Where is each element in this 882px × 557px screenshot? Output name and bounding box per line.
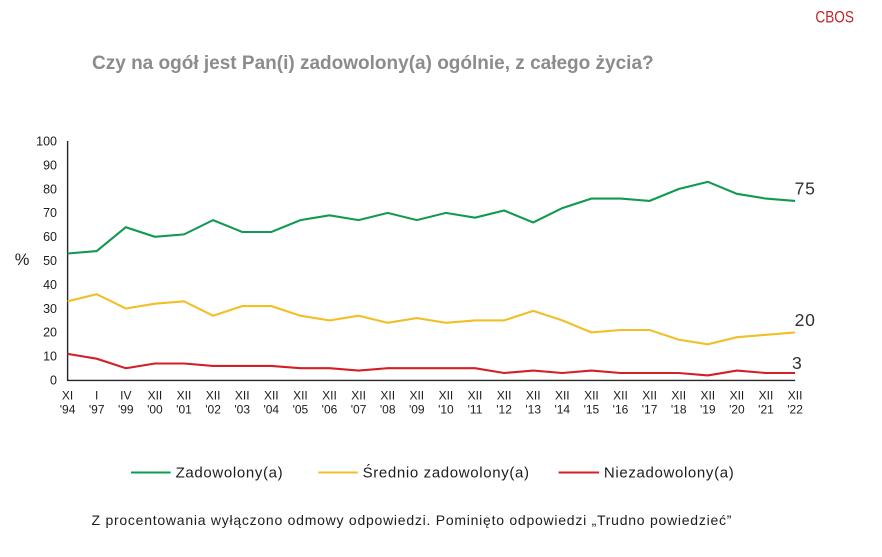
svg-text:XII: XII [700,389,715,403]
svg-text:XII: XII [148,389,163,403]
svg-text:100: 100 [36,135,57,149]
svg-text:'02: '02 [205,403,221,417]
svg-text:'17: '17 [642,403,658,417]
svg-text:XII: XII [235,389,250,403]
svg-text:'01: '01 [176,403,192,417]
svg-text:'22: '22 [787,403,803,417]
svg-text:3: 3 [792,353,802,373]
svg-text:XII: XII [671,389,686,403]
svg-text:60: 60 [43,230,57,244]
svg-text:'05: '05 [293,403,309,417]
svg-text:'08: '08 [380,403,396,417]
svg-text:'18: '18 [671,403,687,417]
svg-text:XII: XII [322,389,337,403]
svg-text:XII: XII [264,389,279,403]
svg-text:'99: '99 [118,403,134,417]
svg-text:80: 80 [43,182,57,196]
svg-text:'20: '20 [729,403,745,417]
svg-text:0: 0 [50,374,57,388]
svg-text:Średnio zadowolony(a): Średnio zadowolony(a) [363,463,530,481]
svg-text:XII: XII [788,389,803,403]
svg-text:%: % [15,251,30,269]
svg-text:I: I [95,389,98,403]
svg-text:XII: XII [293,389,308,403]
svg-text:'00: '00 [147,403,163,417]
svg-text:XII: XII [584,389,599,403]
svg-text:Niezadowolony(a): Niezadowolony(a) [604,464,734,481]
svg-text:XII: XII [555,389,570,403]
svg-text:XII: XII [497,389,512,403]
svg-text:XII: XII [759,389,774,403]
svg-text:'07: '07 [351,403,367,417]
svg-text:XII: XII [206,389,221,403]
svg-text:'06: '06 [322,403,338,417]
svg-text:'03: '03 [234,403,250,417]
svg-text:70: 70 [43,206,57,220]
svg-text:40: 40 [43,278,57,292]
svg-text:XII: XII [439,389,454,403]
svg-text:20: 20 [795,310,816,330]
svg-text:'11: '11 [468,403,483,417]
svg-text:XII: XII [409,389,424,403]
svg-text:XII: XII [351,389,366,403]
svg-text:20: 20 [43,326,57,340]
svg-text:'10: '10 [438,403,454,417]
svg-text:'13: '13 [525,403,541,417]
svg-text:10: 10 [43,350,57,364]
svg-text:50: 50 [43,254,57,268]
svg-text:75: 75 [795,178,816,198]
svg-text:IV: IV [120,389,131,403]
svg-text:'97: '97 [89,403,105,417]
svg-text:'21: '21 [758,403,774,417]
svg-text:'15: '15 [584,403,600,417]
svg-text:XII: XII [730,389,745,403]
svg-text:XII: XII [468,389,483,403]
svg-text:Z procentowania wyłączono odmo: Z procentowania wyłączono odmowy odpowie… [92,512,733,528]
svg-text:'94: '94 [60,403,76,417]
svg-text:XII: XII [177,389,192,403]
svg-text:'12: '12 [496,403,512,417]
svg-text:XII: XII [642,389,657,403]
svg-text:XII: XII [613,389,628,403]
svg-text:Zadowolony(a): Zadowolony(a) [176,464,284,481]
svg-text:XII: XII [380,389,395,403]
svg-text:CBOS: CBOS [815,9,854,27]
svg-text:Czy na ogół jest Pan(i) zadowo: Czy na ogół jest Pan(i) zadowolony(a) og… [92,53,654,74]
svg-text:'19: '19 [700,403,716,417]
svg-text:90: 90 [43,158,57,172]
svg-text:'16: '16 [613,403,629,417]
svg-text:'04: '04 [263,403,279,417]
svg-text:'14: '14 [554,403,570,417]
svg-text:XII: XII [526,389,541,403]
svg-text:XI: XI [62,389,73,403]
svg-text:'09: '09 [409,403,425,417]
svg-text:30: 30 [43,302,57,316]
